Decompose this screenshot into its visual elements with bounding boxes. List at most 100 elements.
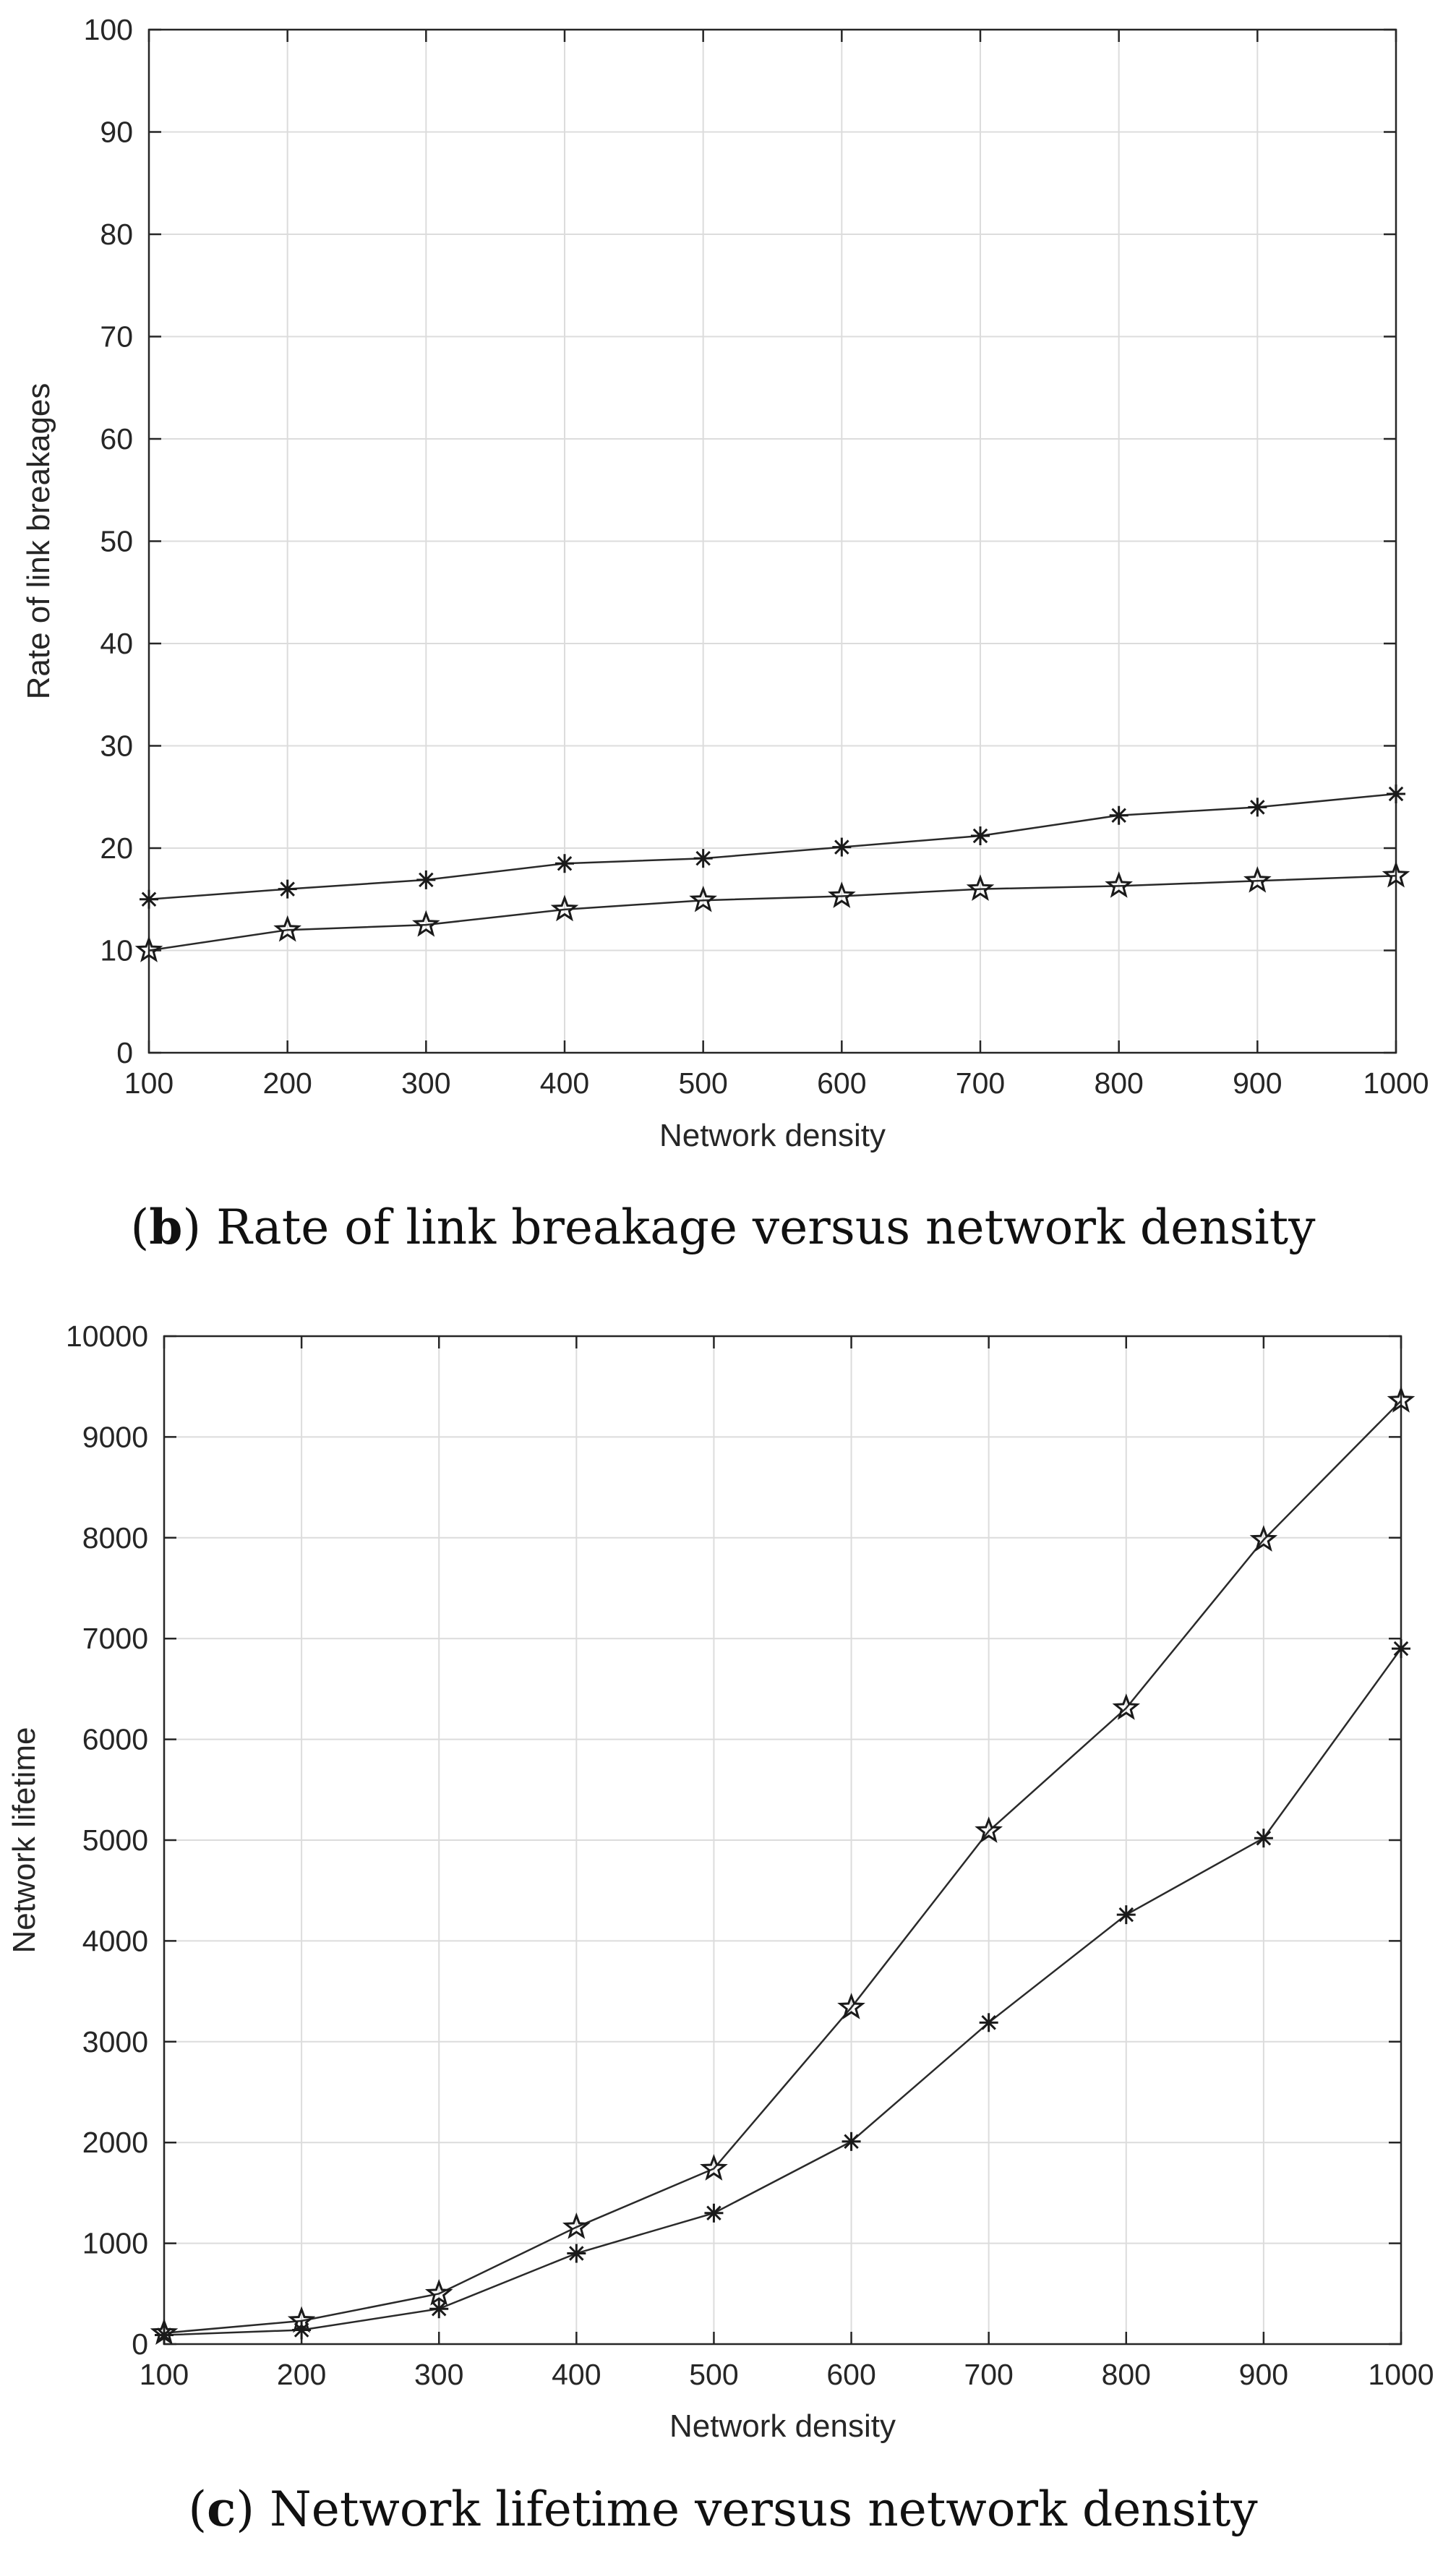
x-tick-label: 1000 bbox=[1363, 1066, 1429, 1100]
data-point-asterisk bbox=[278, 879, 297, 899]
data-point-asterisk bbox=[979, 2013, 998, 2032]
y-tick-label: 90 bbox=[100, 116, 133, 149]
series-line-asterisk bbox=[163, 1648, 1403, 2336]
y-tick-label: 30 bbox=[100, 730, 133, 763]
plot-frame bbox=[163, 1335, 1403, 2346]
x-tick-label: 400 bbox=[552, 2358, 601, 2391]
series-line-pentagram bbox=[163, 1400, 1402, 2334]
data-point-asterisk bbox=[704, 2203, 724, 2223]
data-point-pentagram bbox=[700, 2154, 728, 2181]
data-point-asterisk bbox=[842, 2132, 861, 2151]
y-tick-label: 10 bbox=[100, 934, 133, 967]
y-tick-label: 7000 bbox=[82, 1622, 148, 1655]
y-tick-label: 1000 bbox=[82, 2227, 148, 2260]
caption-b-letter: b bbox=[149, 1199, 182, 1255]
grid bbox=[163, 1335, 1402, 2345]
data-point-pentagram bbox=[1382, 860, 1410, 888]
y-axis-label: Network lifetime bbox=[7, 1727, 42, 1954]
x-tick-label: 800 bbox=[1094, 1066, 1143, 1100]
x-tick-label: 700 bbox=[964, 2358, 1013, 2391]
data-point-asterisk bbox=[693, 849, 713, 868]
data-point-pentagram bbox=[1243, 866, 1272, 893]
data-point-asterisk bbox=[292, 2320, 312, 2340]
data-point-pentagram bbox=[1387, 1385, 1416, 1413]
chart-panel-c: 100 200 300 400 500 600 700 800 900 1000010002000… bbox=[7, 1320, 1434, 2444]
data-point-asterisk bbox=[1116, 1905, 1136, 1925]
caption-c-letter: c bbox=[207, 2481, 236, 2537]
x-tick-label: 900 bbox=[1239, 2358, 1288, 2391]
y-tick-label: 20 bbox=[100, 831, 133, 865]
data-point-asterisk bbox=[155, 2325, 174, 2345]
series-line-pentagram bbox=[148, 874, 1397, 952]
y-tick-label: 4000 bbox=[82, 1924, 148, 1957]
x-tick-label: 500 bbox=[689, 2358, 738, 2391]
y-tick-label: 10000 bbox=[66, 1320, 148, 1353]
caption-b-text: Rate of link breakage versus network den… bbox=[216, 1200, 1316, 1255]
caption-c: (c) Network lifetime versus network dens… bbox=[188, 2481, 1258, 2537]
y-tick-label: 8000 bbox=[82, 1521, 148, 1555]
data-point-pentagram bbox=[424, 2279, 453, 2306]
data-point-pentagram bbox=[412, 910, 440, 937]
series-pentagram bbox=[134, 860, 1410, 962]
y-tick-label: 3000 bbox=[82, 2025, 148, 2058]
x-tick-label: 800 bbox=[1102, 2358, 1151, 2391]
series-pentagram bbox=[150, 1385, 1416, 2346]
data-point-pentagram bbox=[689, 885, 717, 912]
grid bbox=[148, 29, 1397, 1053]
y-tick-label: 70 bbox=[100, 320, 133, 354]
chart-panel-b: 100 200 300 400 500 600 700 800 900 1000 0 10 20 30 40… bbox=[21, 13, 1429, 1153]
x-tick-label: 500 bbox=[678, 1066, 727, 1100]
y-tick-label: 60 bbox=[100, 422, 133, 456]
x-tick-label: 400 bbox=[540, 1066, 589, 1100]
x-tick-label: 100 bbox=[140, 2358, 189, 2391]
y-axis-label: Rate of link breakages bbox=[21, 383, 56, 700]
data-point-asterisk bbox=[1392, 1639, 1410, 1659]
data-point-pentagram bbox=[562, 2212, 591, 2239]
data-point-pentagram bbox=[273, 915, 301, 942]
series-asterisk bbox=[140, 784, 1405, 909]
y-tick-label: 5000 bbox=[82, 1824, 148, 1857]
data-point-pentagram bbox=[837, 1993, 865, 2019]
x-tick-label: 300 bbox=[414, 2358, 463, 2391]
data-point-asterisk bbox=[429, 2299, 449, 2319]
data-point-pentagram bbox=[1249, 1525, 1278, 1552]
plot-frame bbox=[147, 28, 1397, 1054]
data-point-pentagram bbox=[828, 881, 856, 908]
data-point-pentagram bbox=[1105, 871, 1133, 898]
data-point-pentagram bbox=[966, 874, 995, 901]
x-tick-label: 600 bbox=[817, 1066, 866, 1100]
x-tick-label: 900 bbox=[1233, 1066, 1282, 1100]
data-point-asterisk bbox=[1248, 798, 1267, 817]
x-tick-label: 1000 bbox=[1368, 2358, 1434, 2391]
data-point-pentagram bbox=[1112, 1693, 1141, 1720]
x-axis-label: Network density bbox=[669, 2408, 896, 2444]
series-line-asterisk bbox=[148, 792, 1397, 901]
y-tick-label: 6000 bbox=[82, 1723, 148, 1756]
y-tick-label: 0 bbox=[116, 1036, 133, 1069]
x-tick-label: 200 bbox=[277, 2358, 326, 2391]
y-tick-label: 100 bbox=[84, 13, 133, 46]
y-tick-label: 9000 bbox=[82, 1420, 148, 1453]
y-tick-label: 0 bbox=[132, 2327, 148, 2361]
x-tick-label: 300 bbox=[401, 1066, 450, 1100]
data-point-asterisk bbox=[555, 854, 574, 873]
x-tick-label: 100 bbox=[124, 1066, 174, 1100]
x-axis-label: Network density bbox=[659, 1118, 886, 1153]
y-tick-label: 80 bbox=[100, 218, 133, 251]
data-point-asterisk bbox=[1109, 805, 1129, 825]
data-point-pentagram bbox=[975, 1816, 1003, 1843]
y-tick-label: 50 bbox=[100, 525, 133, 558]
data-point-asterisk bbox=[1254, 1829, 1273, 1848]
series-asterisk bbox=[155, 1639, 1410, 2345]
data-point-asterisk bbox=[832, 837, 852, 857]
y-tick-label: 2000 bbox=[82, 2126, 148, 2159]
x-tick-label: 600 bbox=[826, 2358, 875, 2391]
data-point-asterisk bbox=[140, 889, 158, 909]
data-point-pentagram bbox=[550, 894, 579, 922]
caption-c-text: Network lifetime versus network density bbox=[270, 2481, 1258, 2537]
data-point-asterisk bbox=[971, 826, 990, 846]
y-tick-label: 40 bbox=[100, 627, 133, 660]
data-point-pentagram bbox=[134, 936, 163, 962]
data-point-asterisk bbox=[567, 2244, 586, 2263]
